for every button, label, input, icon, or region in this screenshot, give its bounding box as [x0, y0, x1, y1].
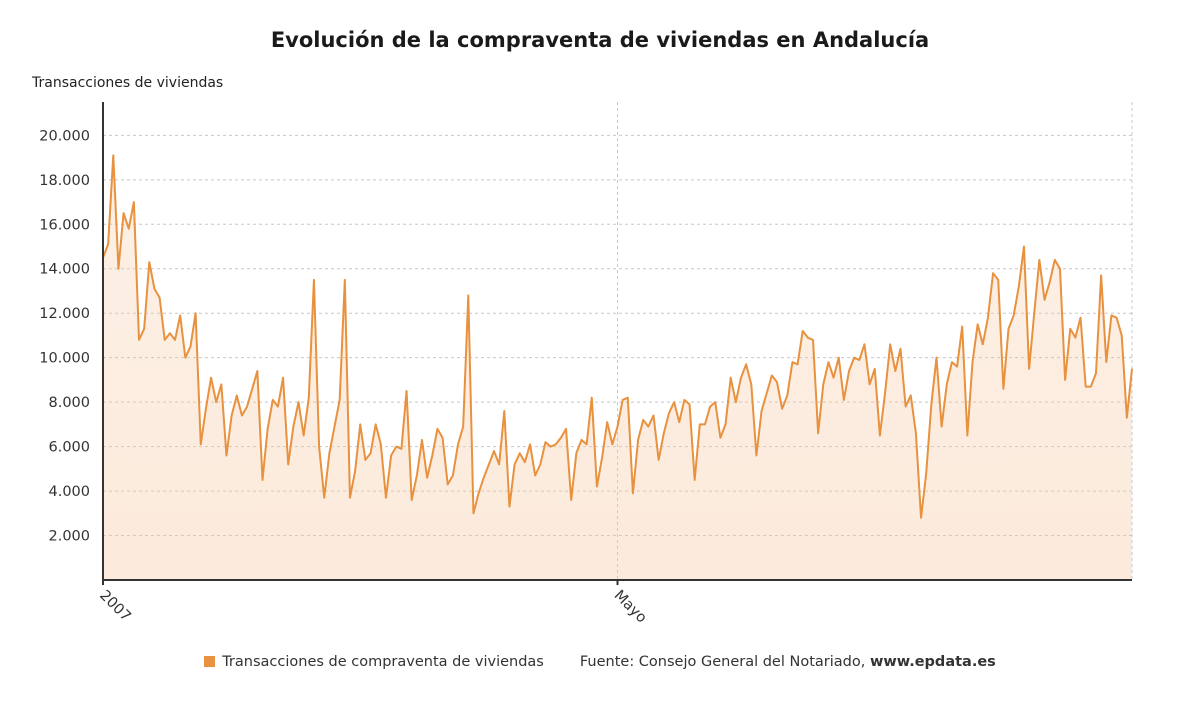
y-axis-label: Transacciones de viviendas — [32, 75, 224, 91]
y-tick-label: 2.000 — [48, 529, 90, 545]
legend: Transacciones de compraventa de vivienda… — [0, 654, 1200, 670]
y-tick-label: 16.000 — [39, 217, 90, 233]
x-axis-ticks: 2007 Mayo — [96, 588, 649, 627]
y-axis-ticks: 2.000 4.000 6.000 8.000 10.000 12.000 14.000 16… — [39, 128, 90, 544]
series-line — [102, 154, 1133, 519]
y-tick-label: 8.000 — [48, 395, 90, 411]
source-site: www.epdata.es — [869, 654, 996, 670]
x-tick-label: 2007 — [96, 588, 133, 625]
legend-swatch — [204, 655, 216, 667]
y-tick-label: 6.000 — [48, 440, 90, 456]
y-tick-label: 18.000 — [39, 173, 90, 189]
y-tick-label: 10.000 — [39, 351, 90, 367]
x-tick-label: Mayo — [611, 588, 650, 627]
series-area — [103, 155, 1132, 581]
y-tick-label: 14.000 — [39, 262, 90, 278]
y-tick-label: 20.000 — [39, 128, 90, 144]
axes — [102, 102, 1132, 585]
y-tick-label: 4.000 — [48, 484, 90, 500]
chart-title: Evolución de la compraventa de viviendas… — [270, 28, 930, 52]
source-note: Fuente: Consejo General del Notariado, w… — [580, 654, 996, 670]
legend-series-label: Transacciones de compraventa de vivienda… — [222, 654, 544, 670]
source-prefix: Fuente: Consejo General del Notariado, — [579, 654, 866, 670]
y-tick-label: 12.000 — [39, 306, 90, 322]
